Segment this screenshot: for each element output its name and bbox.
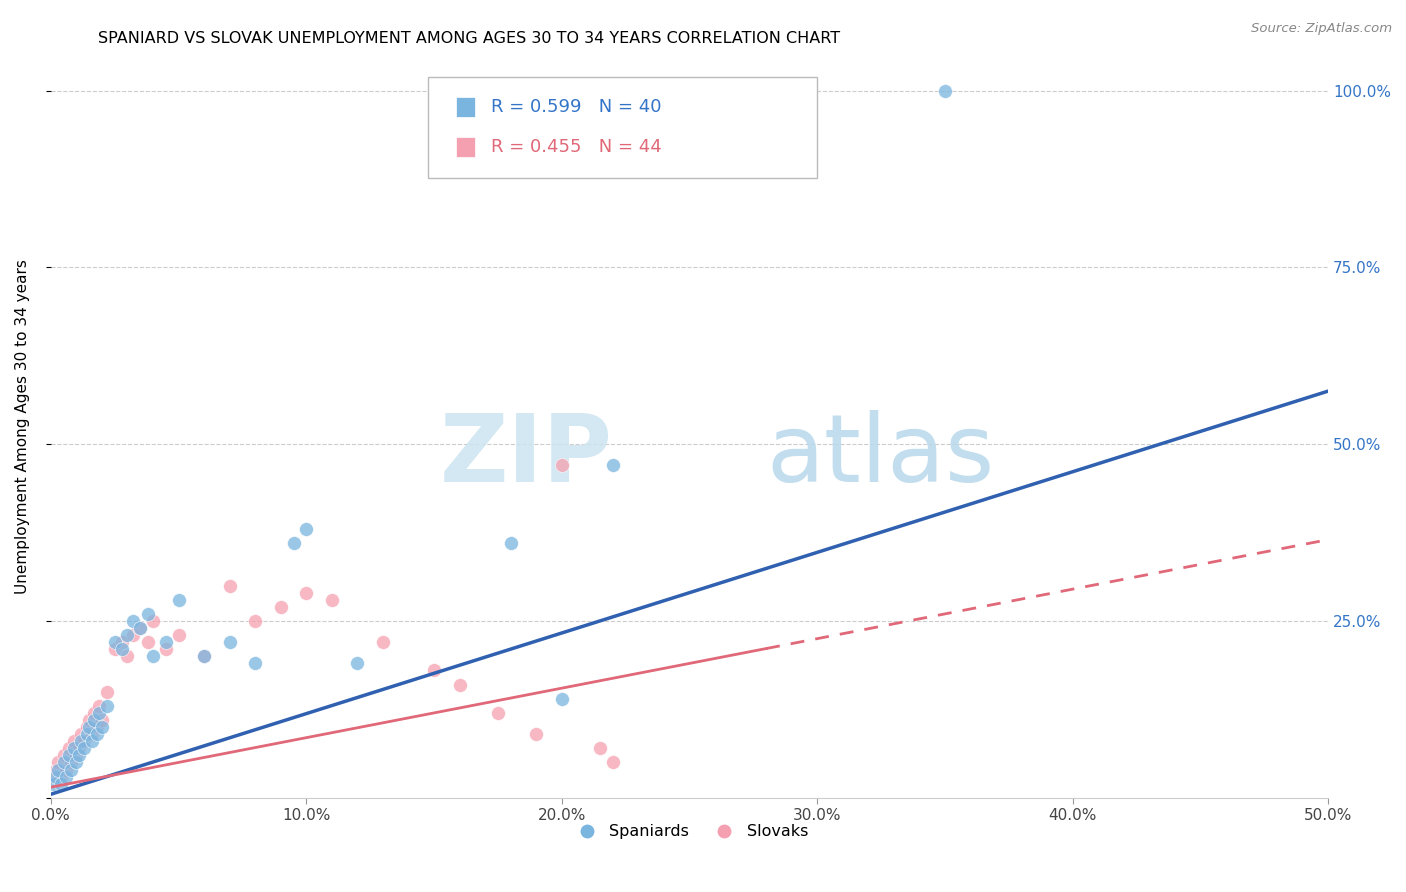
Point	[129, 621, 152, 635]
Point	[48, 756, 70, 770]
Point	[245, 614, 267, 628]
Point	[60, 763, 83, 777]
Point	[524, 727, 547, 741]
Point	[295, 585, 318, 599]
Point	[76, 727, 98, 741]
Point	[63, 734, 86, 748]
Point	[117, 628, 139, 642]
Point	[86, 727, 108, 741]
Point	[602, 458, 624, 473]
Point	[551, 691, 574, 706]
Legend: Spaniards, Slovaks: Spaniards, Slovaks	[565, 818, 814, 846]
Point	[295, 522, 318, 536]
Point	[83, 706, 105, 720]
Point	[142, 614, 165, 628]
Point	[45, 770, 67, 784]
Point	[136, 635, 159, 649]
Point	[96, 684, 118, 698]
Point	[111, 635, 134, 649]
Point	[60, 756, 83, 770]
Point	[486, 706, 509, 720]
Point	[90, 713, 112, 727]
Point	[63, 741, 86, 756]
Text: R = 0.599   N = 40: R = 0.599 N = 40	[491, 98, 661, 116]
Point	[193, 649, 215, 664]
Text: ZIP: ZIP	[440, 410, 613, 502]
Point	[245, 657, 267, 671]
FancyBboxPatch shape	[427, 78, 817, 178]
Point	[45, 763, 67, 777]
Point	[55, 770, 77, 784]
Y-axis label: Unemployment Among Ages 30 to 34 years: Unemployment Among Ages 30 to 34 years	[15, 259, 30, 594]
Point	[449, 678, 471, 692]
Point	[193, 649, 215, 664]
Point	[155, 635, 177, 649]
Point	[104, 635, 127, 649]
Point	[551, 458, 574, 473]
Point	[52, 756, 75, 770]
Point	[129, 621, 152, 635]
Point	[96, 698, 118, 713]
Point	[73, 741, 96, 756]
Point	[42, 777, 65, 791]
Text: R = 0.455   N = 44: R = 0.455 N = 44	[491, 138, 661, 156]
Point	[346, 657, 368, 671]
Point	[167, 628, 190, 642]
Point	[58, 741, 80, 756]
Text: SPANIARD VS SLOVAK UNEMPLOYMENT AMONG AGES 30 TO 34 YEARS CORRELATION CHART: SPANIARD VS SLOVAK UNEMPLOYMENT AMONG AG…	[98, 31, 841, 46]
Point	[104, 642, 127, 657]
Point	[142, 649, 165, 664]
Point	[371, 635, 394, 649]
Point	[77, 720, 100, 734]
Point	[117, 649, 139, 664]
Point	[49, 777, 72, 791]
Point	[121, 628, 143, 642]
Point	[48, 763, 70, 777]
Point	[499, 536, 522, 550]
Point	[73, 734, 96, 748]
Text: Source: ZipAtlas.com: Source: ZipAtlas.com	[1251, 22, 1392, 36]
Point	[218, 635, 240, 649]
Point	[136, 607, 159, 621]
Point	[89, 698, 111, 713]
Text: atlas: atlas	[766, 410, 994, 502]
Point	[77, 713, 100, 727]
Point	[321, 592, 343, 607]
Point	[65, 756, 87, 770]
Point	[423, 664, 446, 678]
Point	[155, 642, 177, 657]
Point	[270, 599, 292, 614]
Bar	[456, 96, 475, 118]
Point	[589, 741, 612, 756]
Point	[58, 748, 80, 763]
Point	[67, 748, 90, 763]
Point	[121, 614, 143, 628]
Point	[934, 83, 956, 97]
Point	[52, 748, 75, 763]
Point	[89, 706, 111, 720]
Point	[67, 741, 90, 756]
Point	[83, 713, 105, 727]
Point	[218, 579, 240, 593]
Point	[111, 642, 134, 657]
Point	[49, 770, 72, 784]
Point	[70, 727, 93, 741]
Point	[65, 748, 87, 763]
Point	[90, 720, 112, 734]
Point	[167, 592, 190, 607]
Point	[76, 720, 98, 734]
Point	[86, 720, 108, 734]
Point	[80, 727, 103, 741]
Bar	[456, 136, 475, 158]
Point	[602, 756, 624, 770]
Point	[70, 734, 93, 748]
Point	[42, 770, 65, 784]
Point	[55, 763, 77, 777]
Point	[80, 734, 103, 748]
Point	[283, 536, 305, 550]
